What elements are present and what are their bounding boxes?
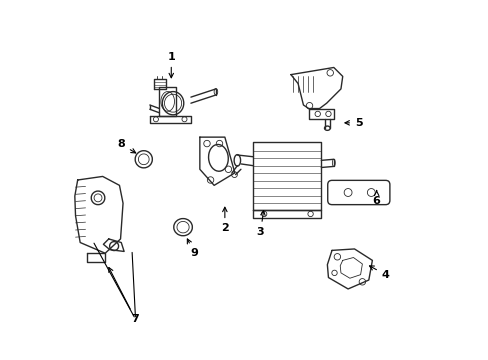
Text: 7: 7 <box>109 267 139 324</box>
Text: 1: 1 <box>167 52 175 78</box>
Text: 8: 8 <box>117 139 135 153</box>
Text: 4: 4 <box>369 266 389 280</box>
Text: 3: 3 <box>256 211 264 237</box>
Text: 9: 9 <box>187 239 198 258</box>
Text: 5: 5 <box>344 118 362 128</box>
Text: 6: 6 <box>372 191 380 206</box>
Text: 2: 2 <box>221 207 228 233</box>
